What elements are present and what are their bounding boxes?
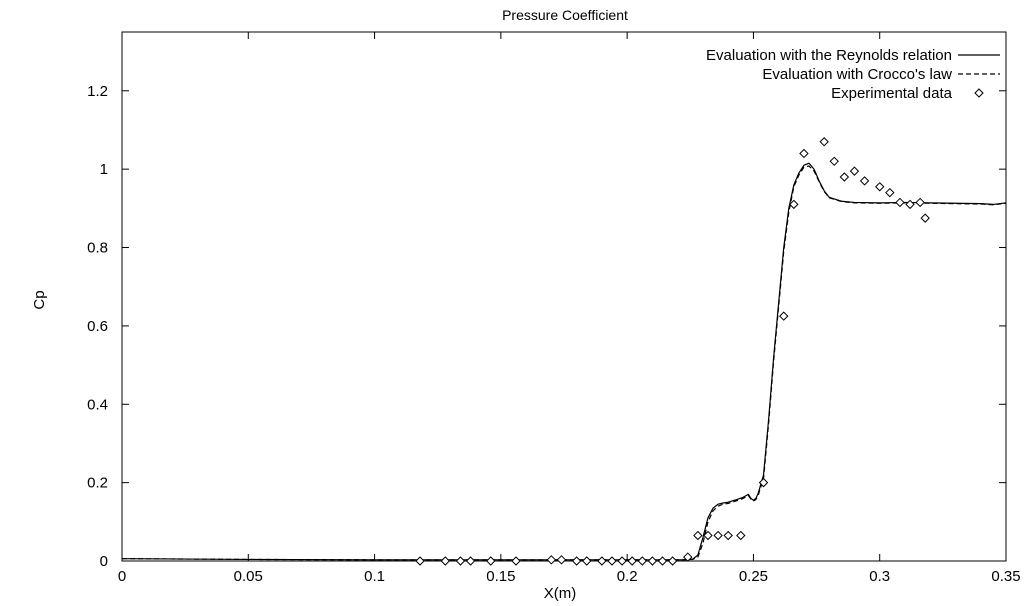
data-point [758,477,769,488]
data-point [657,556,668,566]
y-axis-label: Cp [31,290,48,309]
data-point [895,197,905,208]
legend-label: Experimental data [831,85,953,102]
data-point [713,530,723,541]
data-point [839,172,850,182]
data-point [920,213,930,223]
data-point [875,182,885,192]
y-tick-label: 1.2 [87,83,108,100]
data-point [571,556,582,566]
data-point [637,556,648,566]
x-axis-label: X(m) [544,585,577,602]
data-point [597,556,607,566]
data-point [905,199,915,210]
data-point [885,187,895,198]
legend: Evaluation with the Reynolds relation Eva… [706,47,1000,102]
y-tick-label: 0.2 [87,475,108,492]
y-tick-label: 0 [100,553,108,570]
data-point [511,556,521,566]
x-tick-label: 0.05 [234,568,263,585]
data-point [829,156,839,167]
y-tick-label: 1 [100,161,108,178]
data-point [647,556,658,566]
data-point [915,197,925,208]
data-point [723,530,733,541]
x-tick-label: 0.1 [364,568,385,585]
chart-title: Pressure Coefficient [502,7,628,23]
plot-frame [121,31,1007,562]
x-tick-label: 0.35 [991,568,1020,585]
data-point [736,530,746,541]
data-point [789,199,799,210]
data-point [627,556,637,566]
data-point [455,556,466,566]
data-point [799,148,809,159]
data-point [556,555,567,565]
data-point [683,552,693,562]
data-point [415,556,425,566]
data-point [617,556,627,566]
data-point [465,556,476,566]
data-point [486,556,496,566]
data-point [607,556,617,566]
data-point [693,530,703,541]
data-point [440,556,450,566]
data-point [667,556,678,566]
legend-label: Evaluation with Crocco's law [762,66,952,83]
data-point [849,166,860,176]
data-point [546,555,557,565]
y-tick-label: 0.4 [87,396,108,413]
x-tick-label: 0 [118,568,126,585]
data-point [582,556,592,566]
series-line-0 [121,162,1007,561]
legend-swatch [974,88,984,98]
data-series [121,137,1007,566]
x-tick-label: 0.15 [486,568,515,585]
y-tick-label: 0.6 [87,318,108,335]
legend-label: Evaluation with the Reynolds relation [706,47,952,64]
data-point [703,530,713,541]
axis-ticks: 0 0.05 0.1 0.15 0.2 0.25 0.3 0.35 0 0.2 0.4 0.6 0.8 1… [87,32,1021,585]
data-point [819,137,829,147]
data-point [859,176,870,186]
x-tick-label: 0.3 [869,568,890,585]
y-tick-label: 0.8 [87,240,108,257]
x-tick-label: 0.2 [617,568,638,585]
x-tick-label: 0.25 [739,568,768,585]
series-line-1 [121,165,1007,561]
data-point [779,311,789,321]
